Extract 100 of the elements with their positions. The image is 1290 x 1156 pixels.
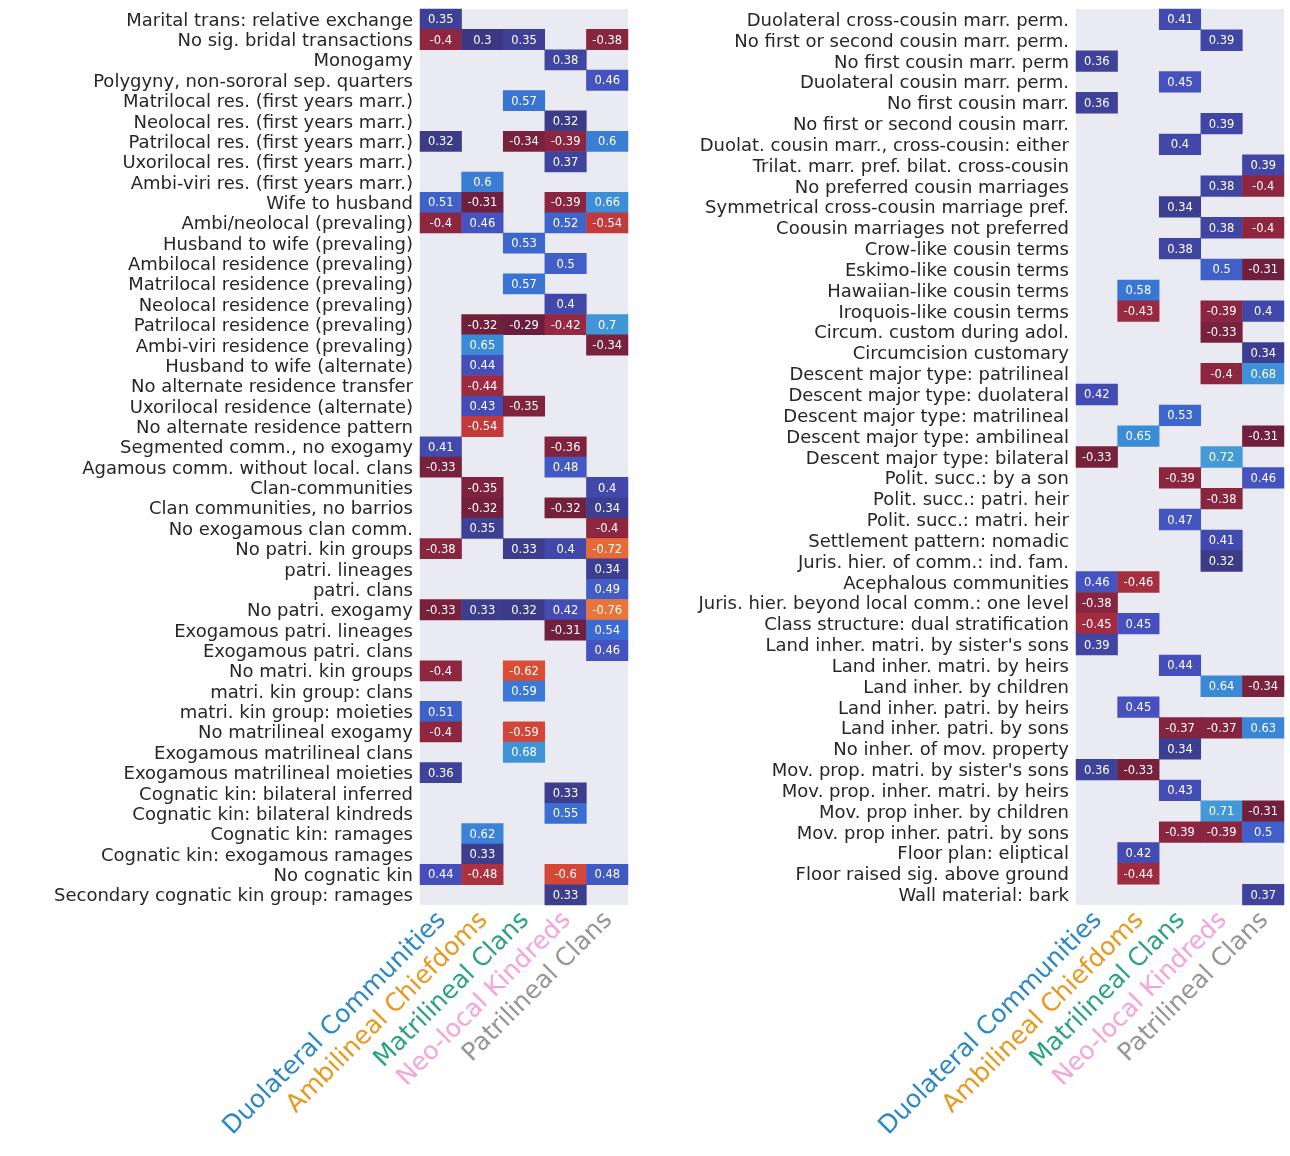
data-label: 0.5 xyxy=(556,256,575,271)
y-tick-label: No sig. bridal transactions xyxy=(177,29,413,51)
y-tick-label: Duolat. cousin marr., cross-cousin: either xyxy=(699,133,1070,155)
y-tick-label: No exogamous clan comm. xyxy=(168,517,413,539)
y-tick-label: Descent major type: patrilineal xyxy=(789,363,1069,385)
data-label: 0.46 xyxy=(1250,470,1276,485)
y-tick-label: Ambi-viri residence (prevaling) xyxy=(135,334,413,356)
y-tick-label: Uxorilocal res. (first years marr.) xyxy=(122,151,413,173)
data-label: -0.4 xyxy=(429,32,453,47)
data-label: -0.45 xyxy=(1081,616,1112,631)
data-label: 0.59 xyxy=(511,684,537,699)
y-tick-label: Floor plan: eliptical xyxy=(897,842,1069,864)
data-label: -0.38 xyxy=(425,541,456,556)
data-label: 0.35 xyxy=(511,32,537,47)
data-label: -0.44 xyxy=(1123,866,1154,881)
y-tick-label: Polygyny, non-sororal sep. quarters xyxy=(93,69,413,91)
y-tick-label: Crow-like cousin terms xyxy=(864,238,1069,260)
data-label: 0.42 xyxy=(1084,387,1110,402)
data-label: 0.65 xyxy=(1125,429,1152,444)
data-label: 0.43 xyxy=(1167,783,1193,798)
data-label: 0.33 xyxy=(469,602,496,617)
data-label: 0.32 xyxy=(428,134,454,149)
data-label: 0.33 xyxy=(511,541,537,556)
data-label: 0.44 xyxy=(1167,658,1193,673)
data-label: -0.37 xyxy=(1165,720,1195,735)
y-tick-label: Duolateral cross-cousin marr. perm. xyxy=(746,8,1069,30)
y-tick-label: Polit. succ.: by a son xyxy=(884,467,1069,489)
y-tick-label: No alternate residence pattern xyxy=(136,415,413,437)
data-label: 0.33 xyxy=(552,786,579,800)
y-tick-label: Cognatic kin: exogamous ramages xyxy=(101,843,413,865)
data-label: 0.53 xyxy=(511,236,537,251)
data-label: -0.34 xyxy=(1248,679,1279,694)
data-label: -0.39 xyxy=(1165,470,1195,485)
y-tick-label: Hawaiian-like cousin terms xyxy=(827,279,1069,301)
data-label: -0.29 xyxy=(509,317,539,332)
y-tick-label: Land inher. by children xyxy=(863,675,1069,697)
y-tick-label: Juris. hier. beyond local comm.: one level xyxy=(697,592,1069,614)
y-tick-label: Segmented comm., no exogamy xyxy=(119,436,414,458)
data-label: 0.4 xyxy=(1254,304,1273,319)
y-tick-label: No first or second cousin marr. xyxy=(792,113,1069,135)
data-label: 0.64 xyxy=(1208,679,1235,694)
data-label: 0.34 xyxy=(594,562,620,576)
data-label: 0.33 xyxy=(552,887,579,902)
data-label: 0.66 xyxy=(594,195,620,210)
data-label: 0.54 xyxy=(594,623,620,638)
data-label: 0.45 xyxy=(1125,616,1152,631)
y-tick-label: Descent major type: duolateral xyxy=(788,383,1069,405)
data-label: 0.45 xyxy=(1125,700,1152,715)
data-label: 0.48 xyxy=(552,460,579,475)
y-tick-label: Cognatic kin: bilateral inferred xyxy=(139,782,413,804)
data-label: 0.46 xyxy=(469,215,496,230)
data-label: -0.72 xyxy=(592,541,623,556)
y-tick-label: Neolocal res. (first years marr.) xyxy=(133,110,413,132)
data-label: 0.41 xyxy=(1208,533,1235,548)
y-tick-label: Trilat. marr. pref. bilat. cross-cousin xyxy=(751,154,1069,176)
data-label: -0.33 xyxy=(1081,450,1112,464)
data-label: -0.46 xyxy=(1123,575,1154,590)
data-label: 0.48 xyxy=(594,867,620,882)
data-label: 0.65 xyxy=(469,338,496,352)
y-tick-label: Ambilocal residence (prevaling) xyxy=(127,253,413,275)
data-label: -0.4 xyxy=(1251,220,1275,235)
y-tick-label: Clan-communities xyxy=(250,477,413,499)
data-label: -0.31 xyxy=(1248,429,1279,444)
data-label: -0.42 xyxy=(550,317,581,332)
data-label: -0.31 xyxy=(467,195,498,210)
y-tick-label: patri. lineages xyxy=(284,558,413,580)
data-label: 0.39 xyxy=(1250,158,1276,173)
data-label: 0.45 xyxy=(1167,74,1193,89)
data-label: 0.32 xyxy=(552,114,579,128)
y-tick-label: Duolateral cousin marr. perm. xyxy=(799,71,1069,93)
data-label: 0.4 xyxy=(556,541,575,556)
data-label: -0.34 xyxy=(509,134,539,149)
data-label: 0.37 xyxy=(552,154,579,169)
data-label: -0.4 xyxy=(1210,366,1233,381)
data-label: 0.38 xyxy=(552,52,579,67)
data-label: 0.71 xyxy=(1208,804,1235,819)
data-label: 0.43 xyxy=(469,399,496,414)
data-label: 0.32 xyxy=(1208,554,1235,569)
data-label: -0.39 xyxy=(1165,825,1195,840)
data-label: 0.46 xyxy=(594,643,620,658)
y-tick-label: Land inher. patri. by heirs xyxy=(837,696,1069,718)
data-label: -0.59 xyxy=(509,724,539,739)
y-tick-label: Eskimo-like cousin terms xyxy=(844,258,1069,280)
data-label: 0.4 xyxy=(556,297,575,312)
data-label: 0.53 xyxy=(1167,408,1193,423)
y-tick-label: No first cousin marr. xyxy=(886,92,1069,114)
data-label: 0.55 xyxy=(552,806,579,821)
data-label: -0.32 xyxy=(467,500,498,515)
data-label: 0.52 xyxy=(552,215,579,230)
data-label: 0.5 xyxy=(1254,825,1273,840)
data-label: 0.41 xyxy=(428,439,454,454)
data-label: 0.39 xyxy=(1208,116,1235,131)
y-tick-label: Symmetrical cross-cousin marriage pref. xyxy=(705,196,1069,218)
y-tick-label: No alternate residence transfer xyxy=(131,375,414,397)
y-tick-label: Acephalous communities xyxy=(843,571,1069,593)
data-label: 0.47 xyxy=(1167,512,1193,527)
data-label: -0.31 xyxy=(1248,262,1279,277)
y-tick-label: No matri. kin groups xyxy=(229,660,413,682)
y-tick-label: Monogamy xyxy=(313,49,414,71)
data-label: 0.34 xyxy=(594,500,620,515)
